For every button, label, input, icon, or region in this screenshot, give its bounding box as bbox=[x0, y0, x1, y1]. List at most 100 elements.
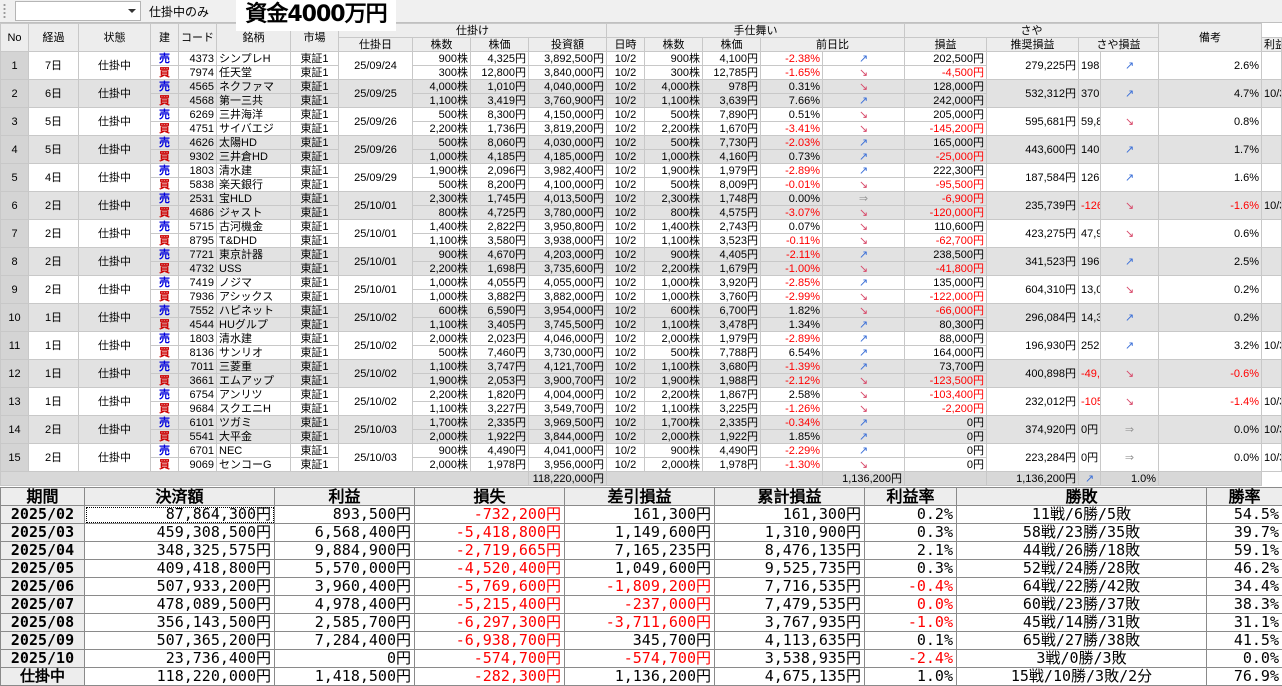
cell-market: 東証1 bbox=[291, 150, 339, 164]
cell-profit-rate: 0.2% bbox=[1159, 304, 1262, 332]
cell-market: 東証1 bbox=[291, 94, 339, 108]
sum-col-winrate[interactable]: 勝率 bbox=[1207, 488, 1282, 506]
col-no[interactable]: No bbox=[1, 24, 29, 52]
cell-exit-price: 3,639円 bbox=[703, 94, 761, 108]
cell-entry-date: 25/10/03 bbox=[339, 416, 413, 444]
cell-exit-date: 10/2 bbox=[607, 220, 645, 234]
cell-exit-date: 10/2 bbox=[607, 458, 645, 472]
cell-code: 4686 bbox=[179, 206, 217, 220]
col-state[interactable]: 状態 bbox=[79, 24, 151, 52]
toolbar: 仕掛中のみ 資金4000万円 bbox=[0, 0, 1282, 23]
cell-entry-price: 3,405円 bbox=[471, 318, 529, 332]
cell-market: 東証1 bbox=[291, 388, 339, 402]
col-rec-pl[interactable]: 推奨損益 bbox=[987, 38, 1079, 52]
cell-side: 買 bbox=[151, 374, 179, 388]
cell-prev-diff: -1.39% bbox=[761, 360, 823, 374]
cell-prev-diff: -1.30% bbox=[761, 458, 823, 472]
sum-col-record[interactable]: 勝敗 bbox=[957, 488, 1207, 506]
col-spread-pl[interactable]: さや損益 bbox=[1079, 38, 1159, 52]
cell-code: 7419 bbox=[179, 276, 217, 290]
col-code[interactable]: コード bbox=[179, 24, 217, 52]
sum-col-net[interactable]: 差引損益 bbox=[565, 488, 715, 506]
col-elapsed[interactable]: 経過 bbox=[29, 24, 79, 52]
down-arrow-icon: ↘ bbox=[858, 291, 870, 303]
cell-prev-diff-arrow: ↘ bbox=[823, 402, 905, 416]
summary-settled: 348,325,575円 bbox=[85, 542, 275, 560]
col-exit-qty[interactable]: 株数 bbox=[645, 38, 703, 52]
col-entry-qty[interactable]: 株数 bbox=[413, 38, 471, 52]
sum-col-cumulative[interactable]: 累計損益 bbox=[715, 488, 865, 506]
cell-prev-diff-arrow: ↗ bbox=[823, 360, 905, 374]
cell-exit-qty: 1,900株 bbox=[645, 164, 703, 178]
cell-prev-diff: -3.41% bbox=[761, 122, 823, 136]
cell-spread-arrow: ↘ bbox=[1101, 220, 1159, 248]
col-pl[interactable]: 損益 bbox=[905, 38, 987, 52]
cell-market: 東証1 bbox=[291, 220, 339, 234]
cell-entry-qty: 600株 bbox=[413, 304, 471, 318]
cell-name: 任天堂 bbox=[217, 66, 291, 80]
col-entry-date[interactable]: 仕掛日 bbox=[339, 38, 413, 52]
toolbar-drag-handle[interactable] bbox=[3, 3, 11, 19]
sum-col-period[interactable]: 期間 bbox=[1, 488, 85, 506]
cell-code: 8795 bbox=[179, 234, 217, 248]
cell-exit-qty: 1,100株 bbox=[645, 402, 703, 416]
cell-side: 買 bbox=[151, 122, 179, 136]
cell-market: 東証1 bbox=[291, 262, 339, 276]
summary-net: 1,149,600円 bbox=[565, 524, 715, 542]
cell-rec-pl: 196,930円 bbox=[987, 332, 1079, 360]
col-entry-price[interactable]: 株価 bbox=[471, 38, 529, 52]
sum-col-loss[interactable]: 損失 bbox=[415, 488, 565, 506]
sum-col-rate[interactable]: 利益率 bbox=[865, 488, 957, 506]
cell-code: 9069 bbox=[179, 458, 217, 472]
col-entry-amount[interactable]: 投資額 bbox=[529, 38, 607, 52]
col-exit-price[interactable]: 株価 bbox=[703, 38, 761, 52]
cell-prev-diff: 0.73% bbox=[761, 150, 823, 164]
sum-col-profit[interactable]: 利益 bbox=[275, 488, 415, 506]
cell-prev-diff: -2.12% bbox=[761, 374, 823, 388]
summary-profit: 0円 bbox=[275, 650, 415, 668]
col-side[interactable]: 建 bbox=[151, 24, 179, 52]
up-arrow-icon: ↗ bbox=[1124, 144, 1136, 156]
sum-col-settled[interactable]: 決済額 bbox=[85, 488, 275, 506]
cell-code: 6701 bbox=[179, 444, 217, 458]
filter-label: 仕掛中のみ bbox=[149, 3, 209, 20]
summary-period: 2025/05 bbox=[1, 560, 85, 578]
col-note[interactable]: 備考 bbox=[1159, 24, 1262, 52]
cell-prev-diff-arrow: ↘ bbox=[823, 206, 905, 220]
filter-combobox[interactable] bbox=[15, 1, 141, 21]
col-exit-date[interactable]: 日時 bbox=[607, 38, 645, 52]
cell-entry-qty: 1,000株 bbox=[413, 276, 471, 290]
cell-code: 7011 bbox=[179, 360, 217, 374]
col-prev-diff[interactable]: 前日比 bbox=[761, 38, 905, 52]
col-profit-rate[interactable]: 利益率 bbox=[1262, 38, 1282, 52]
cell-code: 4544 bbox=[179, 318, 217, 332]
summary-winrate: 76.9% bbox=[1207, 668, 1282, 686]
cell-exit-qty: 1,100株 bbox=[645, 94, 703, 108]
cell-entry-price: 8,060円 bbox=[471, 136, 529, 150]
